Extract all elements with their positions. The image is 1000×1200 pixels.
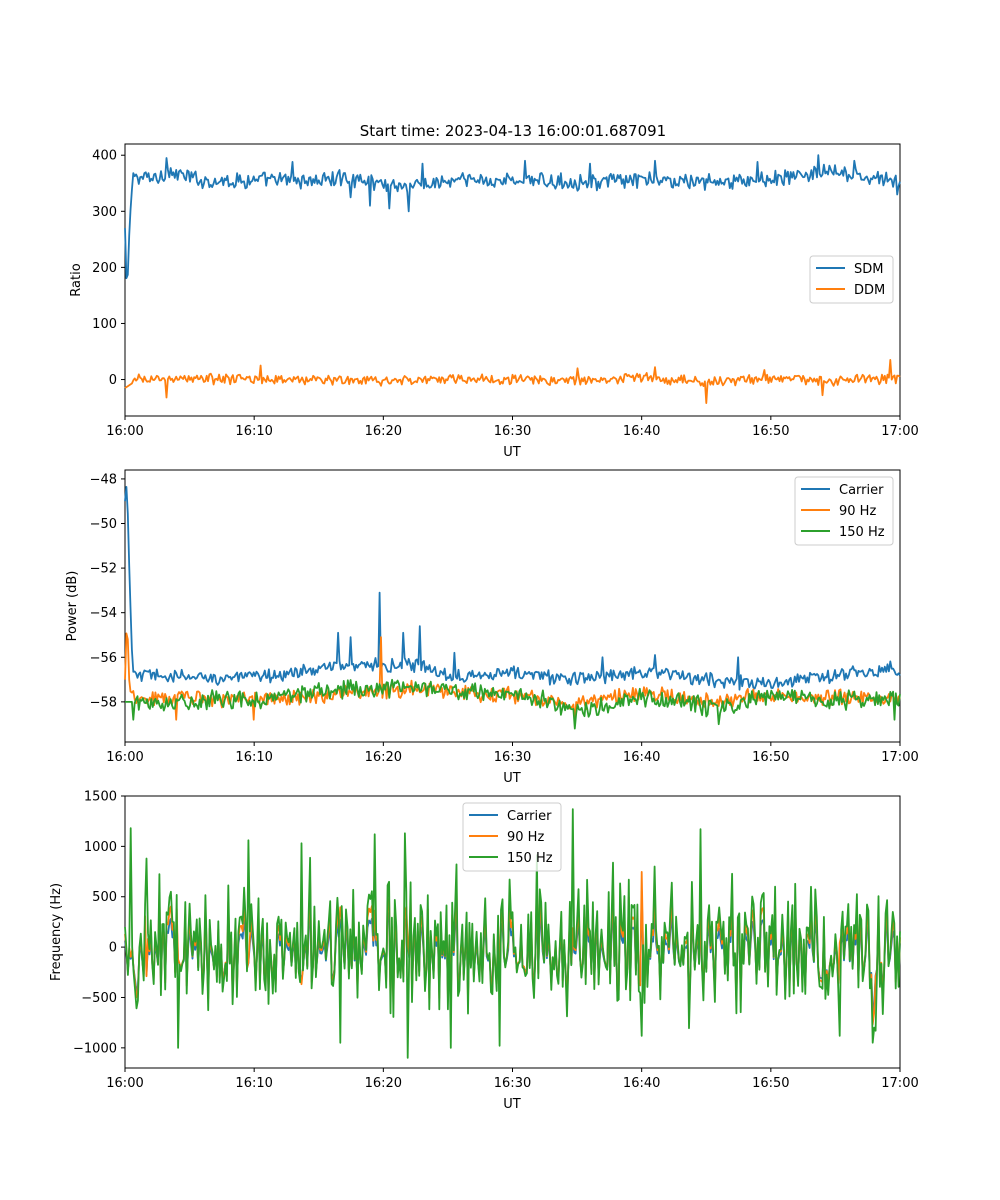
legend-label-90hz: 90 Hz bbox=[507, 830, 544, 845]
x-tick-label: 17:00 bbox=[881, 1076, 918, 1091]
x-tick-label: 16:40 bbox=[623, 1076, 660, 1091]
x-tick-label: 16:10 bbox=[235, 1076, 272, 1091]
x-tick-label: 16:00 bbox=[106, 750, 143, 765]
x-tick-label: 16:30 bbox=[494, 424, 531, 439]
legend-label-90hz: 90 Hz bbox=[839, 504, 876, 519]
y-tick-label: −500 bbox=[81, 991, 117, 1006]
subplot-frequency: 16:00 16:10 16:20 16:30 16:40 16:50 17:00 −1000… bbox=[49, 790, 919, 1113]
x-tick-label: 16:30 bbox=[494, 750, 531, 765]
frequency-xlabel: UT bbox=[503, 1097, 521, 1112]
series-line-90-hz bbox=[124, 632, 901, 723]
series-line-sdm bbox=[124, 154, 901, 280]
power-ticks: 16:00 16:10 16:20 16:30 16:40 16:50 17:00 −58 −5… bbox=[90, 472, 919, 765]
power-xlabel: UT bbox=[503, 771, 521, 786]
ratio-legend: SDM DDM bbox=[809, 255, 894, 304]
legend-box bbox=[462, 802, 562, 872]
x-tick-label: 16:00 bbox=[106, 1076, 143, 1091]
y-tick-label: −52 bbox=[90, 562, 117, 577]
x-tick-label: 16:50 bbox=[752, 424, 789, 439]
y-tick-label: 100 bbox=[92, 317, 117, 332]
legend-box bbox=[794, 476, 894, 546]
ratio-ticks: 16:00 16:10 16:20 16:30 16:40 16:50 17:00 0 100 2… bbox=[92, 149, 919, 439]
x-tick-label: 16:10 bbox=[235, 424, 272, 439]
y-tick-label: 500 bbox=[92, 890, 117, 905]
ratio-xlabel: UT bbox=[503, 445, 521, 460]
legend-label-150hz: 150 Hz bbox=[507, 851, 553, 866]
frequency-series-lines bbox=[124, 808, 901, 1059]
y-tick-label: 0 bbox=[109, 941, 117, 956]
x-tick-label: 17:00 bbox=[881, 424, 918, 439]
y-tick-label: 1500 bbox=[84, 790, 117, 805]
series-line-ddm bbox=[124, 359, 901, 404]
legend-label-sdm: SDM bbox=[854, 262, 883, 277]
legend-label-carrier: Carrier bbox=[507, 809, 552, 824]
x-tick-label: 16:50 bbox=[752, 1076, 789, 1091]
y-tick-label: 200 bbox=[92, 261, 117, 276]
y-tick-label: 1000 bbox=[84, 840, 117, 855]
series-line-150-hz bbox=[125, 678, 901, 730]
x-tick-label: 17:00 bbox=[881, 750, 918, 765]
x-tick-label: 16:50 bbox=[752, 750, 789, 765]
subplot-power: 16:00 16:10 16:20 16:30 16:40 16:50 17:00 −58 −5… bbox=[65, 469, 919, 786]
ratio-ylabel: Ratio bbox=[69, 263, 84, 296]
frequency-ylabel: Frequency (Hz) bbox=[49, 883, 64, 981]
y-tick-label: −54 bbox=[90, 606, 117, 621]
ratio-series-lines bbox=[124, 154, 901, 404]
y-tick-label: −50 bbox=[90, 517, 117, 532]
y-tick-label: 0 bbox=[109, 373, 117, 388]
x-tick-label: 16:20 bbox=[365, 1076, 402, 1091]
subplot-ratio: Start time: 2023-04-13 16:00:01.687091 1… bbox=[69, 122, 919, 460]
legend-label-150hz: 150 Hz bbox=[839, 525, 885, 540]
x-tick-label: 16:30 bbox=[494, 1076, 531, 1091]
figure-title: Start time: 2023-04-13 16:00:01.687091 bbox=[360, 122, 666, 140]
series-line-carrier bbox=[124, 486, 901, 691]
legend-label-carrier: Carrier bbox=[839, 483, 884, 498]
y-tick-label: −1000 bbox=[73, 1041, 117, 1056]
power-ylabel: Power (dB) bbox=[65, 571, 80, 642]
series-line-150-hz bbox=[124, 808, 901, 1059]
power-series-lines bbox=[124, 486, 901, 730]
y-tick-label: 300 bbox=[92, 205, 117, 220]
y-tick-label: −48 bbox=[90, 472, 117, 487]
y-tick-label: 400 bbox=[92, 149, 117, 164]
x-tick-label: 16:20 bbox=[365, 424, 402, 439]
x-tick-label: 16:40 bbox=[623, 750, 660, 765]
frequency-ticks: 16:00 16:10 16:20 16:30 16:40 16:50 17:00 −1000… bbox=[73, 790, 919, 1092]
x-tick-label: 16:40 bbox=[623, 424, 660, 439]
legend-label-ddm: DDM bbox=[854, 283, 885, 298]
power-legend: Carrier 90 Hz 150 Hz bbox=[794, 476, 894, 546]
x-tick-label: 16:20 bbox=[365, 750, 402, 765]
x-tick-label: 16:00 bbox=[106, 424, 143, 439]
frequency-legend: Carrier 90 Hz 150 Hz bbox=[462, 802, 562, 872]
y-tick-label: −58 bbox=[90, 695, 117, 710]
x-tick-label: 16:10 bbox=[235, 750, 272, 765]
y-tick-label: −56 bbox=[90, 651, 117, 666]
